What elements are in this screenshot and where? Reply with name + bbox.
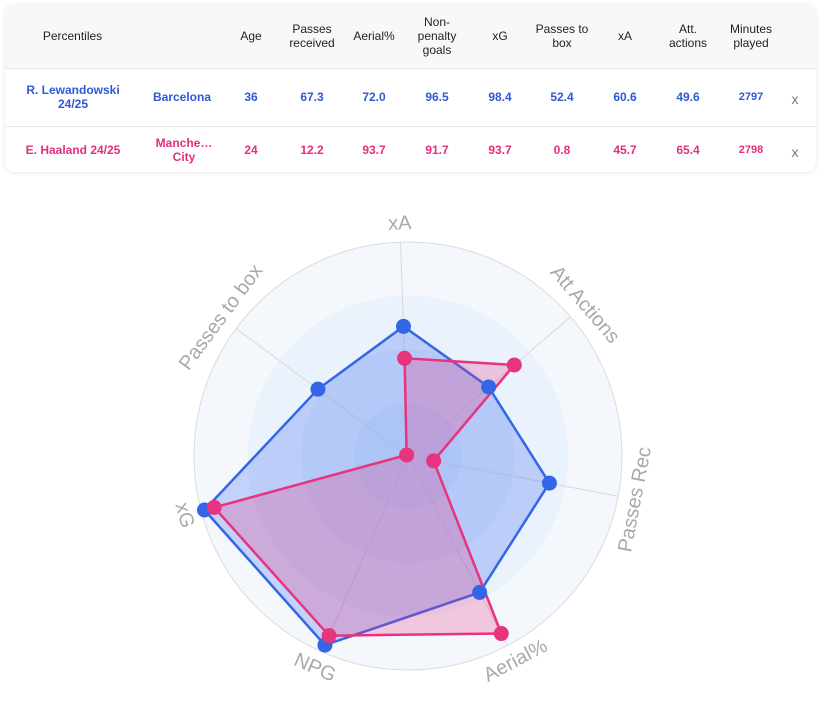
- passes-to-box-value: 52.4: [550, 90, 574, 104]
- data-point: [397, 350, 413, 366]
- header-passes-to-box[interactable]: Passes to box: [535, 22, 589, 50]
- data-point: [310, 381, 326, 397]
- player-name[interactable]: E. Haaland 24/25: [25, 142, 121, 157]
- header-att-actions[interactable]: Att. actions: [668, 22, 708, 50]
- att-actions-value: 65.4: [676, 142, 700, 157]
- axis-label: xA: [388, 212, 413, 235]
- xa-value: 60.6: [613, 90, 637, 104]
- att-actions-value: 49.6: [676, 90, 700, 104]
- team-name: Barcelona: [152, 90, 212, 104]
- radar-spoke: [407, 455, 508, 646]
- series-area: [212, 357, 516, 637]
- age-value: 24: [244, 142, 258, 157]
- header-aerial[interactable]: Aerial%: [353, 29, 395, 43]
- xg-value: 98.4: [488, 90, 512, 104]
- data-point: [206, 499, 222, 515]
- radar-spoke: [407, 455, 619, 497]
- data-point: [541, 475, 557, 491]
- header-percentiles: Percentiles: [42, 29, 103, 43]
- radar-spoke: [321, 455, 409, 653]
- npg-value: 96.5: [425, 90, 449, 104]
- header-minutes-played[interactable]: Minutes played: [729, 22, 773, 50]
- aerial-value: 72.0: [362, 90, 386, 104]
- age-value: 36: [244, 90, 258, 104]
- player-name[interactable]: R. Lewandowski 24/25: [26, 83, 120, 111]
- team-name: Manche… City: [155, 135, 213, 164]
- data-point: [399, 447, 415, 463]
- passes-received-value: 67.3: [300, 90, 324, 104]
- remove-player-button[interactable]: x: [791, 91, 799, 107]
- axis-label: xG: [171, 500, 199, 530]
- npg-value: 91.7: [425, 142, 449, 157]
- data-point: [395, 318, 411, 334]
- header-npg[interactable]: Non-penalty goals: [417, 15, 457, 57]
- aerial-value: 93.7: [362, 142, 386, 157]
- table-header-row: Percentiles Age Passes received Aerial% …: [5, 4, 816, 69]
- header-xa[interactable]: xA: [617, 29, 632, 43]
- remove-player-button[interactable]: x: [791, 143, 799, 160]
- data-point: [321, 628, 337, 644]
- comparison-table: Percentiles Age Passes received Aerial% …: [5, 4, 816, 172]
- xa-value: 45.7: [613, 142, 637, 157]
- data-point: [426, 453, 442, 469]
- radar-series: [196, 318, 557, 653]
- series-area: [203, 325, 551, 647]
- xg-value: 93.7: [488, 142, 512, 157]
- passes-received-value: 12.2: [300, 142, 324, 157]
- header-xg[interactable]: xG: [492, 29, 508, 43]
- passes-to-box-value: 0.8: [553, 142, 571, 157]
- row-divider: [5, 126, 816, 127]
- minutes-value: 2798: [738, 143, 764, 156]
- data-point: [481, 379, 497, 395]
- data-point: [472, 584, 488, 600]
- data-point: [493, 626, 509, 642]
- data-point: [506, 357, 522, 373]
- minutes-value: 2797: [738, 91, 764, 103]
- header-age[interactable]: Age: [240, 29, 262, 43]
- header-passes-received[interactable]: Passes received: [289, 22, 335, 50]
